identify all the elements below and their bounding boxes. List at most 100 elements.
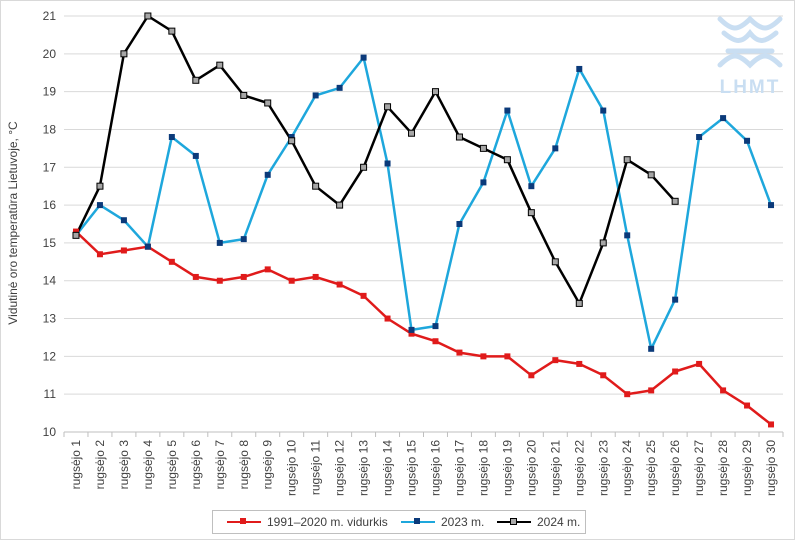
- y-tick-label: 21: [43, 9, 57, 23]
- x-tick-label: rugsėjo 18: [476, 440, 490, 496]
- data-point-1991-2020: [312, 273, 319, 280]
- data-point-2023: [312, 92, 319, 99]
- x-tick-label: rugsėjo 10: [285, 440, 299, 496]
- data-point-2023: [120, 217, 127, 224]
- data-point-2024: [264, 99, 272, 107]
- data-point-2024: [431, 88, 439, 96]
- data-point-1991-2020: [648, 387, 655, 394]
- data-point-2024: [408, 129, 416, 137]
- x-tick-label: rugsėjo 7: [213, 440, 227, 490]
- y-tick-label: 14: [43, 274, 57, 288]
- legend-label-2023: 2023 m.: [441, 515, 485, 529]
- x-tick-label: rugsėjo 2: [93, 440, 107, 490]
- y-tick-label: 15: [43, 236, 57, 250]
- legend-label-2024: 2024 m.: [537, 515, 581, 529]
- data-point-2023: [384, 160, 391, 167]
- x-tick-label: rugsėjo 28: [716, 440, 730, 496]
- data-point-2023: [168, 134, 175, 141]
- data-point-1991-2020: [480, 353, 487, 360]
- x-tick-label: rugsėjo 30: [764, 440, 778, 496]
- data-point-2023: [504, 107, 511, 114]
- x-tick-label: rugsėjo 8: [237, 440, 251, 490]
- data-point-1991-2020: [192, 273, 199, 280]
- x-tick-label: rugsėjo 20: [524, 440, 538, 496]
- data-point-1991-2020: [600, 372, 607, 379]
- series-line-2024: [74, 14, 677, 305]
- y-tick-label: 13: [43, 312, 57, 326]
- x-tick-label: rugsėjo 5: [165, 440, 179, 490]
- data-point-1991-2020: [72, 228, 79, 235]
- x-tick-label: rugsėjo 26: [668, 440, 682, 496]
- x-tick-label: rugsėjo 9: [261, 440, 275, 490]
- data-point-1991-2020: [264, 266, 271, 273]
- data-point-2023: [144, 243, 151, 250]
- data-point-1991-2020: [504, 353, 511, 360]
- x-tick-label: rugsėjo 12: [333, 440, 347, 496]
- data-point-1991-2020: [672, 368, 679, 375]
- data-point-2023: [576, 65, 583, 72]
- x-tick-label: rugsėjo 21: [548, 440, 562, 496]
- data-point-1991-2020: [432, 338, 439, 345]
- data-point-2024: [647, 171, 655, 179]
- data-point-2024: [479, 144, 487, 152]
- x-tick-label: rugsėjo 1: [69, 440, 83, 490]
- x-tick-label: rugsėjo 15: [405, 440, 419, 496]
- y-tick-label: 18: [43, 122, 57, 136]
- data-point-2023: [432, 323, 439, 330]
- data-point-2024: [671, 197, 679, 205]
- y-tick-label: 12: [43, 349, 57, 363]
- data-point-2023: [264, 171, 271, 178]
- data-point-2023: [720, 115, 727, 122]
- legend: 1991–2020 m. vidurkis 2023 m. 2024 m.: [212, 510, 586, 534]
- data-point-2023: [456, 221, 463, 227]
- y-tick-labels: 10 11 12 13 14 15 16 17 18 19 20 21: [43, 9, 57, 439]
- lhmt-logo: LHMT: [714, 13, 786, 103]
- data-point-2023: [192, 152, 199, 159]
- data-point-2023: [240, 236, 247, 243]
- data-point-2023: [624, 232, 631, 239]
- data-point-1991-2020: [552, 357, 559, 364]
- x-tick-label: rugsėjo 3: [117, 440, 131, 490]
- data-point-1991-2020: [96, 251, 103, 258]
- x-tick-label: rugsėjo 4: [141, 440, 155, 490]
- data-point-1991-2020: [216, 277, 223, 284]
- data-point-2023: [552, 145, 559, 152]
- data-point-1991-2020: [360, 292, 367, 299]
- data-point-2024: [455, 133, 463, 141]
- x-tick-label: rugsėjo 17: [452, 440, 466, 496]
- x-tick-label: rugsėjo 29: [740, 440, 754, 496]
- data-point-2024: [360, 163, 368, 171]
- y-tick-label: 19: [43, 85, 57, 99]
- data-point-2024: [312, 182, 320, 190]
- data-point-2023: [288, 134, 295, 141]
- axes: [63, 431, 784, 437]
- legend-label-1991-2020: 1991–2020 m. vidurkis: [267, 515, 388, 529]
- data-point-1991-2020: [624, 391, 631, 398]
- data-point-2024: [551, 258, 559, 266]
- x-tick-label: rugsėjo 14: [381, 440, 395, 496]
- data-point-2024: [192, 76, 200, 84]
- y-axis-label: Vidutinė oro temperatūra Lietuvoje, °C: [6, 121, 20, 325]
- data-point-1991-2020: [288, 277, 295, 284]
- x-tick-label: rugsėjo 24: [620, 440, 634, 496]
- data-point-2024: [384, 103, 392, 111]
- data-point-1991-2020: [384, 315, 391, 322]
- data-point-2023: [648, 345, 655, 352]
- x-tick-label: rugsėjo 27: [692, 440, 706, 496]
- lhmt-emblem-icon: [717, 15, 783, 69]
- data-point-2024: [168, 27, 176, 35]
- data-point-2023: [744, 137, 751, 144]
- data-point-2024: [216, 61, 224, 69]
- data-point-1991-2020: [240, 273, 247, 280]
- logo-text: LHMT: [719, 77, 781, 98]
- legend-swatch-2023: [401, 516, 435, 528]
- x-tick-label: rugsėjo 13: [357, 440, 371, 496]
- data-point-2024: [144, 12, 152, 20]
- y-tick-label: 20: [43, 47, 57, 61]
- data-point-1991-2020: [720, 387, 727, 394]
- series-line-2023: [75, 56, 773, 351]
- data-point-1991-2020: [768, 421, 775, 428]
- y-tick-label: 17: [43, 160, 57, 174]
